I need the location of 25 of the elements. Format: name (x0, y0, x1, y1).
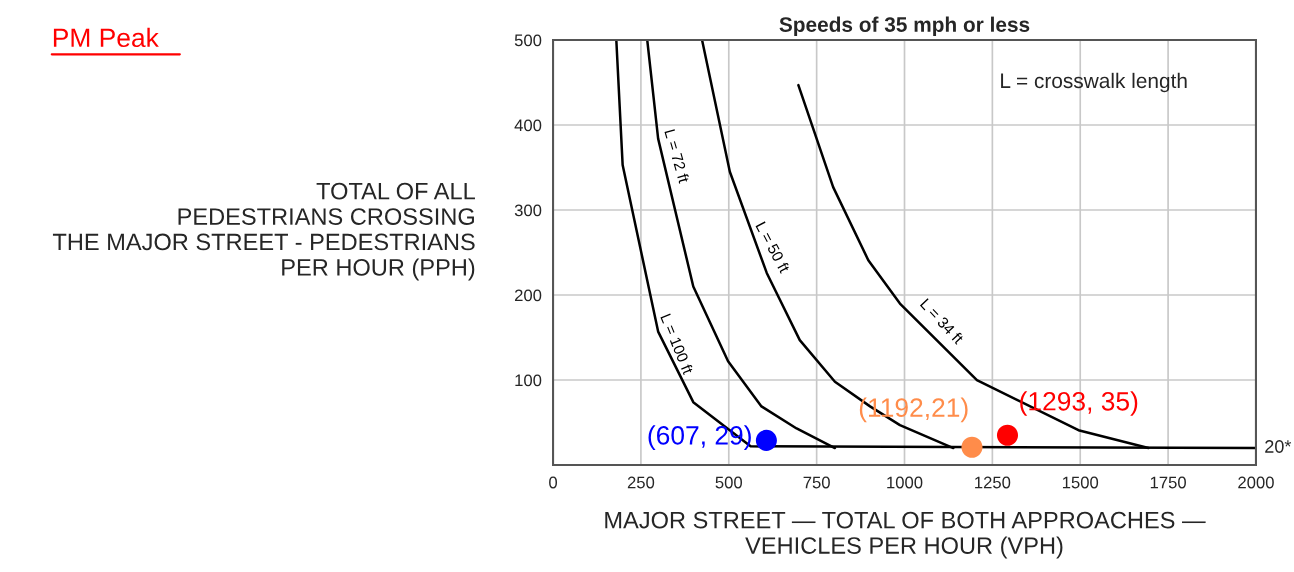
annotation: (1293, 35) (1020, 391, 1138, 416)
text: L = 34 ft (919, 297, 965, 345)
y-tick-label: 300 (514, 204, 542, 217)
text: L = 72 ft (664, 128, 690, 184)
x-axis-title: MAJOR STREET — TOTAL OF BOTH APPROACHES — VEHICLES PER HOUR (VPH) (605, 511, 1206, 559)
text: L = 100 ft (660, 313, 694, 376)
x-tick-label: 500 (715, 476, 743, 489)
x-tick-label: 2000 (1238, 476, 1274, 489)
x-tick-label: 250 (627, 476, 655, 489)
annotation: L = crosswalk length (1001, 72, 1187, 93)
y-tick-label: 400 (514, 119, 542, 132)
x-tick-label: 750 (803, 476, 830, 489)
x-tick-label: 1250 (975, 476, 1011, 489)
chart-title: Speeds of 35 mph or less (779, 16, 1030, 37)
y-tick-label: 100 (515, 374, 542, 387)
x-tick-label: 1000 (887, 476, 923, 489)
annotation: 20* (1265, 440, 1292, 453)
x-tick-label: 0 (549, 476, 558, 489)
x-tick-label: 1500 (1062, 476, 1099, 489)
text: L = 50 ft (755, 221, 791, 274)
y-axis-title: TOTAL OF ALL PEDESTRIANS CROSSING THE MAJOR STREET - PEDESTRIANS PER HOUR (PPH) (52, 182, 475, 281)
text: PM Peak (53, 27, 159, 48)
y-tick-label: 200 (514, 289, 542, 302)
x-tick-label: 1750 (1150, 476, 1186, 489)
y-tick-label: 500 (514, 34, 542, 47)
